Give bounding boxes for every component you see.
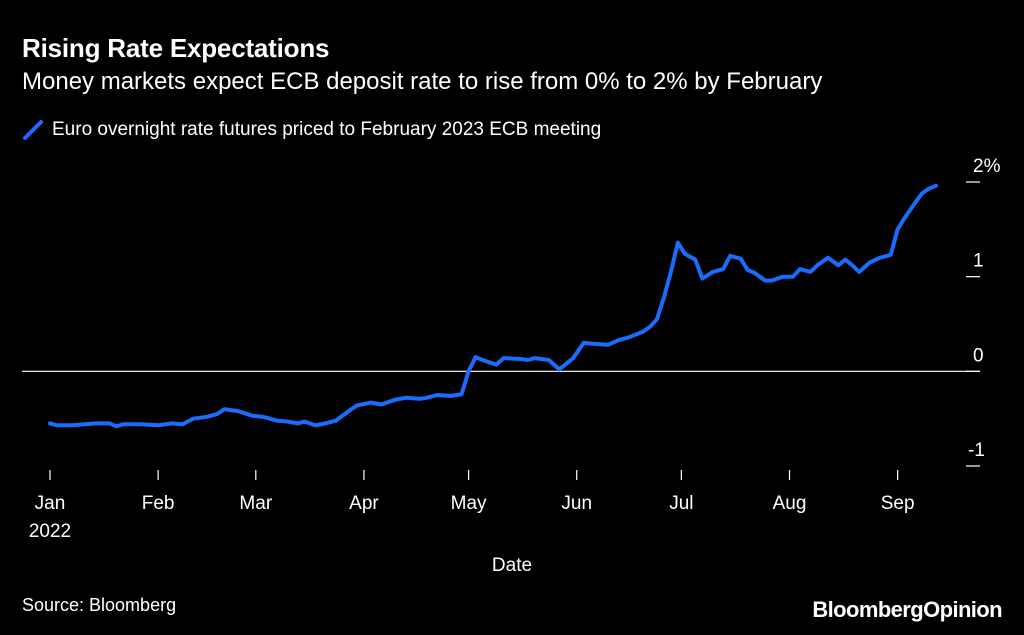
brand-suffix: Opinion (923, 597, 1003, 622)
x-tick-label: Mar (239, 493, 272, 514)
x-axis-label: Date (492, 555, 532, 576)
chart-title: Rising Rate Expectations (22, 33, 330, 63)
brand-name: Bloomberg (812, 597, 924, 622)
y-tick-label: 0 (973, 345, 984, 366)
legend-label: Euro overnight rate futures priced to Fe… (52, 119, 602, 140)
x-tick-label: Jul (669, 493, 693, 514)
chart-subtitle: Money markets expect ECB deposit rate to… (22, 68, 823, 95)
source-note: Source: Bloomberg (22, 595, 177, 615)
y-tick-label: 1 (973, 251, 984, 272)
x-tick-label: Sep (881, 493, 915, 514)
x-tick-sublabel: 2022 (29, 521, 71, 542)
brand-logo: BloombergOpinion (812, 597, 1002, 623)
x-tick-label: May (451, 493, 487, 514)
x-tick-label: Jan (35, 493, 66, 514)
y-tick-label: -1 (968, 440, 985, 461)
x-tick-label: Feb (142, 493, 175, 514)
series-line (48, 183, 938, 429)
x-tick-label: Apr (349, 493, 379, 514)
legend: Euro overnight rate futures priced to Fe… (22, 119, 601, 141)
legend-swatch-icon (23, 120, 43, 140)
y-tick-label: 2% (973, 156, 1001, 177)
x-tick-label: Aug (773, 493, 807, 514)
x-tick-label: Jun (561, 493, 592, 514)
